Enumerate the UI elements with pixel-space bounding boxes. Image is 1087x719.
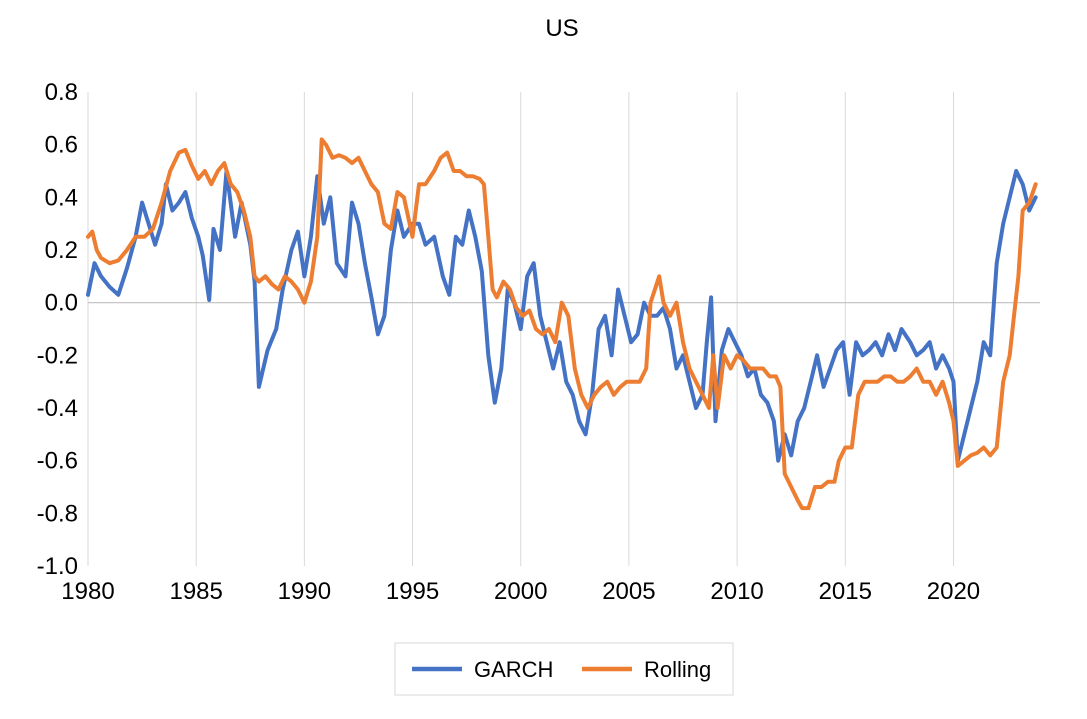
y-tick-label--0.2: -0.2 bbox=[37, 342, 78, 369]
series-lines bbox=[86, 137, 1038, 511]
y-tick-label--1.0: -1.0 bbox=[37, 553, 78, 580]
x-tick-label-1995: 1995 bbox=[386, 578, 439, 605]
axes: 1980 1985 1990 1995 2000 2005 2010 2015 2020 -1.0… bbox=[37, 79, 1040, 605]
y-tick-label--0.4: -0.4 bbox=[37, 395, 78, 422]
y-tick-label-0.6: 0.6 bbox=[45, 132, 78, 159]
x-tick-label-2010: 2010 bbox=[710, 578, 763, 605]
x-tick-label-1985: 1985 bbox=[169, 578, 222, 605]
y-tick-label--0.8: -0.8 bbox=[37, 500, 78, 527]
chart-title: US bbox=[545, 15, 578, 42]
x-tick-label-2005: 2005 bbox=[602, 578, 655, 605]
legend-label-garch: GARCH bbox=[474, 657, 553, 682]
legend-label-rolling: Rolling bbox=[644, 657, 711, 682]
x-tick-label-2020: 2020 bbox=[927, 578, 980, 605]
series-line-garch bbox=[86, 169, 1038, 463]
y-tick-label-0.0: 0.0 bbox=[45, 290, 78, 317]
x-tick-label-1980: 1980 bbox=[61, 578, 114, 605]
series-line-rolling bbox=[86, 137, 1038, 511]
y-tick-label-0.4: 0.4 bbox=[45, 184, 78, 211]
x-tick-label-1990: 1990 bbox=[278, 578, 331, 605]
y-tick-label--0.6: -0.6 bbox=[37, 448, 78, 475]
x-tick-label-2015: 2015 bbox=[819, 578, 872, 605]
x-tick-label-2000: 2000 bbox=[494, 578, 547, 605]
legend: GARCH Rolling bbox=[394, 642, 734, 696]
y-tick-label-0.8: 0.8 bbox=[45, 79, 78, 106]
y-tick-label-0.2: 0.2 bbox=[45, 237, 78, 264]
